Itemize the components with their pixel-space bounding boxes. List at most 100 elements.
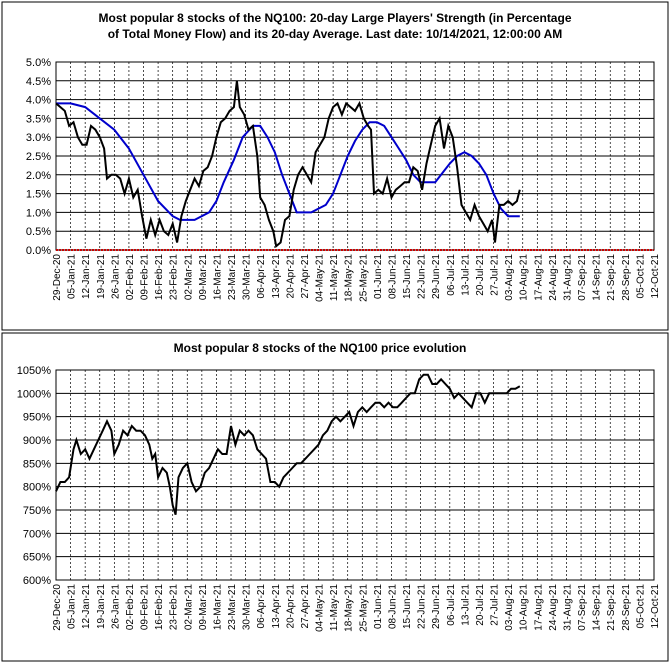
y-tick-label: 900%	[23, 435, 51, 447]
x-tick-label: 09-Mar-21	[198, 254, 209, 301]
y-tick-label: 4.5%	[26, 76, 51, 88]
chart-2-x-tick-labels: 29-Dec-20 05-Jan-21 12-Jan-21 19-Jan-21 26-J…	[52, 584, 661, 632]
x-tick-label: 02-Feb-21	[125, 254, 136, 301]
chart-1-x-tick-labels: 29-Dec-20 05-Jan-21 12-Jan-21 19-Jan-21 26-J…	[52, 254, 661, 302]
x-tick-label: 14-Sep-21	[592, 254, 603, 301]
x-tick-label: 27-Apr-21	[300, 584, 311, 629]
x-tick-label: 17-Aug-21	[533, 254, 544, 301]
x-tick-label: 26-Jan-21	[110, 584, 121, 629]
chart-2-title: Most popular 8 stocks of the NQ100 price…	[174, 341, 467, 355]
x-tick-label: 24-Aug-21	[548, 254, 559, 301]
x-tick-label: 08-Jun-21	[387, 584, 398, 629]
x-tick-label: 08-Jun-21	[387, 254, 398, 299]
x-tick-label: 29-Dec-20	[52, 254, 63, 301]
x-tick-label: 22-Jun-21	[417, 584, 428, 629]
x-tick-label: 05-Oct-21	[635, 584, 646, 629]
x-tick-label: 15-Jun-21	[402, 254, 413, 299]
x-tick-label: 31-Aug-21	[562, 584, 573, 631]
y-tick-label: 1000%	[17, 388, 51, 400]
x-tick-label: 07-Sep-21	[577, 254, 588, 301]
x-tick-label: 19-Jan-21	[96, 254, 107, 299]
x-tick-label: 23-Feb-21	[169, 254, 180, 301]
series-line-price	[55, 373, 521, 515]
x-tick-label: 04-May-21	[315, 254, 326, 302]
x-tick-label: 16-Mar-21	[212, 584, 223, 631]
x-tick-label: 09-Mar-21	[198, 584, 209, 631]
x-tick-label: 05-Jan-21	[67, 254, 78, 299]
x-tick-label: 30-Mar-21	[242, 254, 253, 301]
x-tick-label: 02-Mar-21	[183, 584, 194, 631]
series-line-strength	[55, 80, 521, 249]
y-tick-label: 5.0%	[26, 57, 51, 69]
x-tick-label: 10-Aug-21	[519, 254, 530, 301]
x-tick-label: 01-Jun-21	[373, 254, 384, 299]
x-tick-label: 20-Apr-21	[285, 584, 296, 629]
series-line-average	[56, 102, 520, 221]
chart-1-title-line-2: of Total Money Flow) and its 20-day Aver…	[108, 27, 563, 41]
chart-2-plot-area	[55, 369, 655, 581]
x-tick-label: 03-Aug-21	[504, 254, 515, 301]
y-tick-label: 750%	[23, 505, 51, 517]
x-tick-label: 27-Jul-21	[490, 584, 501, 626]
x-tick-label: 23-Feb-21	[169, 584, 180, 631]
x-tick-label: 16-Feb-21	[154, 254, 165, 301]
x-tick-label: 15-Jun-21	[402, 584, 413, 629]
x-tick-label: 18-May-21	[344, 254, 355, 302]
x-tick-label: 13-Jul-21	[460, 254, 471, 296]
y-tick-label: 800%	[23, 482, 51, 494]
y-tick-label: 850%	[23, 458, 51, 470]
y-tick-label: 650%	[23, 552, 51, 564]
x-tick-label: 12-Oct-21	[650, 584, 661, 629]
x-tick-label: 21-Sep-21	[606, 584, 617, 631]
x-tick-label: 04-May-21	[315, 584, 326, 632]
chart-1: Most popular 8 stocks of the NQ100: 20-d…	[1, 1, 669, 331]
y-tick-label: 1050%	[17, 365, 51, 377]
x-tick-label: 05-Jan-21	[67, 584, 78, 629]
y-tick-label: 0.0%	[26, 245, 51, 257]
x-tick-label: 03-Aug-21	[504, 584, 515, 631]
chart-1-y-tick-labels: 5.0% 4.5% 4.0% 3.5% 3.0% 2.5% 2.0% 1.5% 1.0% 0.5%…	[26, 57, 51, 257]
x-tick-label: 20-Jul-21	[475, 254, 486, 296]
y-tick-label: 1.5%	[26, 189, 51, 201]
chart-2-gridlines	[56, 370, 654, 580]
y-tick-label: 700%	[23, 528, 51, 540]
x-tick-label: 30-Mar-21	[242, 584, 253, 631]
x-tick-label: 11-May-21	[329, 254, 340, 301]
x-tick-label: 12-Jan-21	[81, 584, 92, 629]
x-tick-label: 13-Apr-21	[271, 254, 282, 299]
y-tick-label: 3.0%	[26, 132, 51, 144]
y-tick-label: 2.5%	[26, 151, 51, 163]
x-tick-label: 27-Apr-21	[300, 254, 311, 299]
x-tick-label: 29-Jun-21	[431, 254, 442, 299]
x-tick-label: 11-May-21	[329, 584, 340, 631]
x-tick-label: 06-Apr-21	[256, 254, 267, 299]
x-tick-label: 06-Jul-21	[446, 584, 457, 626]
x-tick-label: 06-Jul-21	[446, 254, 457, 296]
x-tick-label: 22-Jun-21	[417, 254, 428, 299]
x-tick-label: 23-Mar-21	[227, 584, 238, 631]
x-tick-label: 20-Apr-21	[285, 254, 296, 299]
y-tick-label: 0.5%	[26, 226, 51, 238]
y-tick-label: 1.0%	[26, 207, 51, 219]
x-tick-label: 13-Apr-21	[271, 584, 282, 629]
x-tick-label: 18-May-21	[344, 584, 355, 632]
x-tick-label: 09-Feb-21	[140, 584, 151, 631]
x-tick-label: 17-Aug-21	[533, 584, 544, 631]
x-tick-label: 09-Feb-21	[140, 254, 151, 301]
chart-2-y-tick-labels: 1050% 1000% 950% 900% 850% 800% 750% 700% 650% 60…	[17, 365, 51, 587]
x-tick-label: 16-Mar-21	[212, 254, 223, 301]
x-tick-label: 16-Feb-21	[154, 584, 165, 631]
x-tick-label: 06-Apr-21	[256, 584, 267, 629]
x-tick-label: 28-Sep-21	[621, 254, 632, 301]
y-tick-label: 2.0%	[26, 170, 51, 182]
y-tick-label: 600%	[23, 575, 51, 587]
x-tick-label: 12-Oct-21	[650, 254, 661, 299]
x-tick-label: 29-Dec-20	[52, 584, 63, 631]
y-tick-label: 3.5%	[26, 113, 51, 125]
x-tick-label: 13-Jul-21	[460, 584, 471, 626]
x-tick-label: 21-Sep-21	[606, 254, 617, 301]
x-tick-label: 25-May-21	[358, 584, 369, 632]
x-tick-label: 25-May-21	[358, 254, 369, 302]
x-tick-label: 19-Jan-21	[96, 584, 107, 629]
